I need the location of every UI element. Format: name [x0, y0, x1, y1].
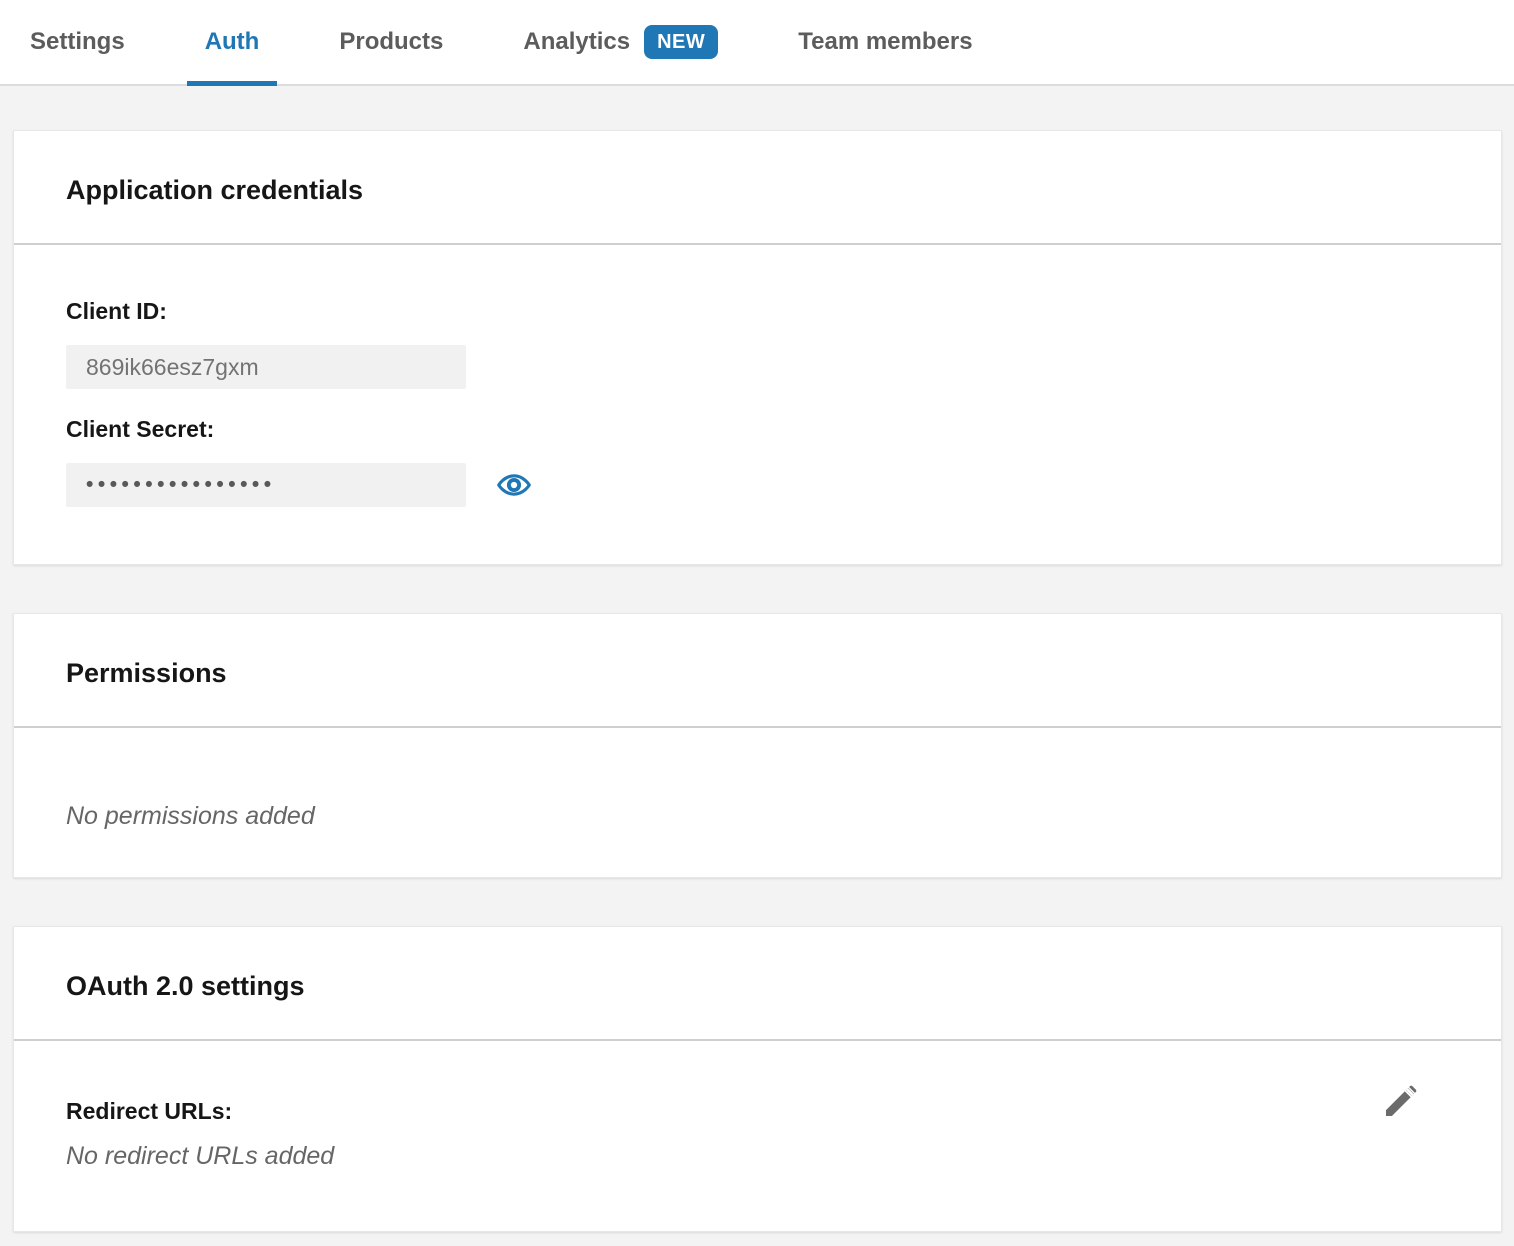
oauth-settings-title: OAuth 2.0 settings — [66, 971, 305, 1001]
pencil-icon — [1386, 1085, 1417, 1116]
oauth-settings-body: Redirect URLs: No redirect URLs added — [14, 1041, 1501, 1231]
permissions-card: Permissions No permissions added — [13, 613, 1502, 878]
permissions-title: Permissions — [66, 658, 227, 688]
card-divider — [14, 243, 1501, 245]
redirect-urls-group: Redirect URLs: No redirect URLs added — [66, 1097, 334, 1171]
client-id-label: Client ID: — [66, 298, 167, 324]
application-credentials-header: Application credentials — [14, 131, 1501, 243]
permissions-header: Permissions — [14, 614, 1501, 726]
tab-auth[interactable]: Auth — [186, 0, 278, 86]
client-secret-field[interactable]: •••••••••••••••• — [66, 463, 466, 507]
edit-redirect-urls-button[interactable] — [1381, 1081, 1421, 1121]
tab-settings[interactable]: Settings — [30, 28, 125, 55]
oauth-settings-card: OAuth 2.0 settings Redirect URLs: No red… — [13, 926, 1502, 1232]
card-divider — [14, 726, 1501, 728]
toggle-secret-visibility-button[interactable] — [496, 467, 532, 503]
redirect-urls-label: Redirect URLs: — [66, 1098, 233, 1124]
application-credentials-body: Client ID: 869ik66esz7gxm Client Secret:… — [14, 245, 1501, 564]
eye-icon — [497, 474, 531, 496]
card-divider — [14, 1039, 1501, 1041]
client-secret-row: •••••••••••••••• — [66, 463, 1449, 507]
spacer — [66, 389, 1449, 415]
oauth-settings-header: OAuth 2.0 settings — [14, 927, 1501, 1039]
client-id-field[interactable]: 869ik66esz7gxm — [66, 345, 466, 389]
new-badge: NEW — [644, 25, 719, 59]
permissions-body: No permissions added — [14, 728, 1501, 877]
redirect-urls-empty-text: No redirect URLs added — [66, 1142, 335, 1170]
tab-team-members[interactable]: Team members — [798, 28, 973, 55]
tab-analytics[interactable]: Analytics NEW — [505, 0, 736, 84]
tab-products[interactable]: Products — [339, 28, 444, 55]
application-credentials-card: Application credentials Client ID: 869ik… — [13, 130, 1502, 565]
tab-analytics-label: Analytics — [523, 28, 631, 55]
tab-bar: Settings Auth Products Analytics NEW Tea… — [0, 0, 1514, 86]
auth-page-content: Application credentials Client ID: 869ik… — [0, 86, 1514, 1246]
client-secret-label: Client Secret: — [66, 416, 215, 442]
permissions-empty-text: No permissions added — [66, 802, 315, 830]
application-credentials-title: Application credentials — [66, 175, 364, 205]
